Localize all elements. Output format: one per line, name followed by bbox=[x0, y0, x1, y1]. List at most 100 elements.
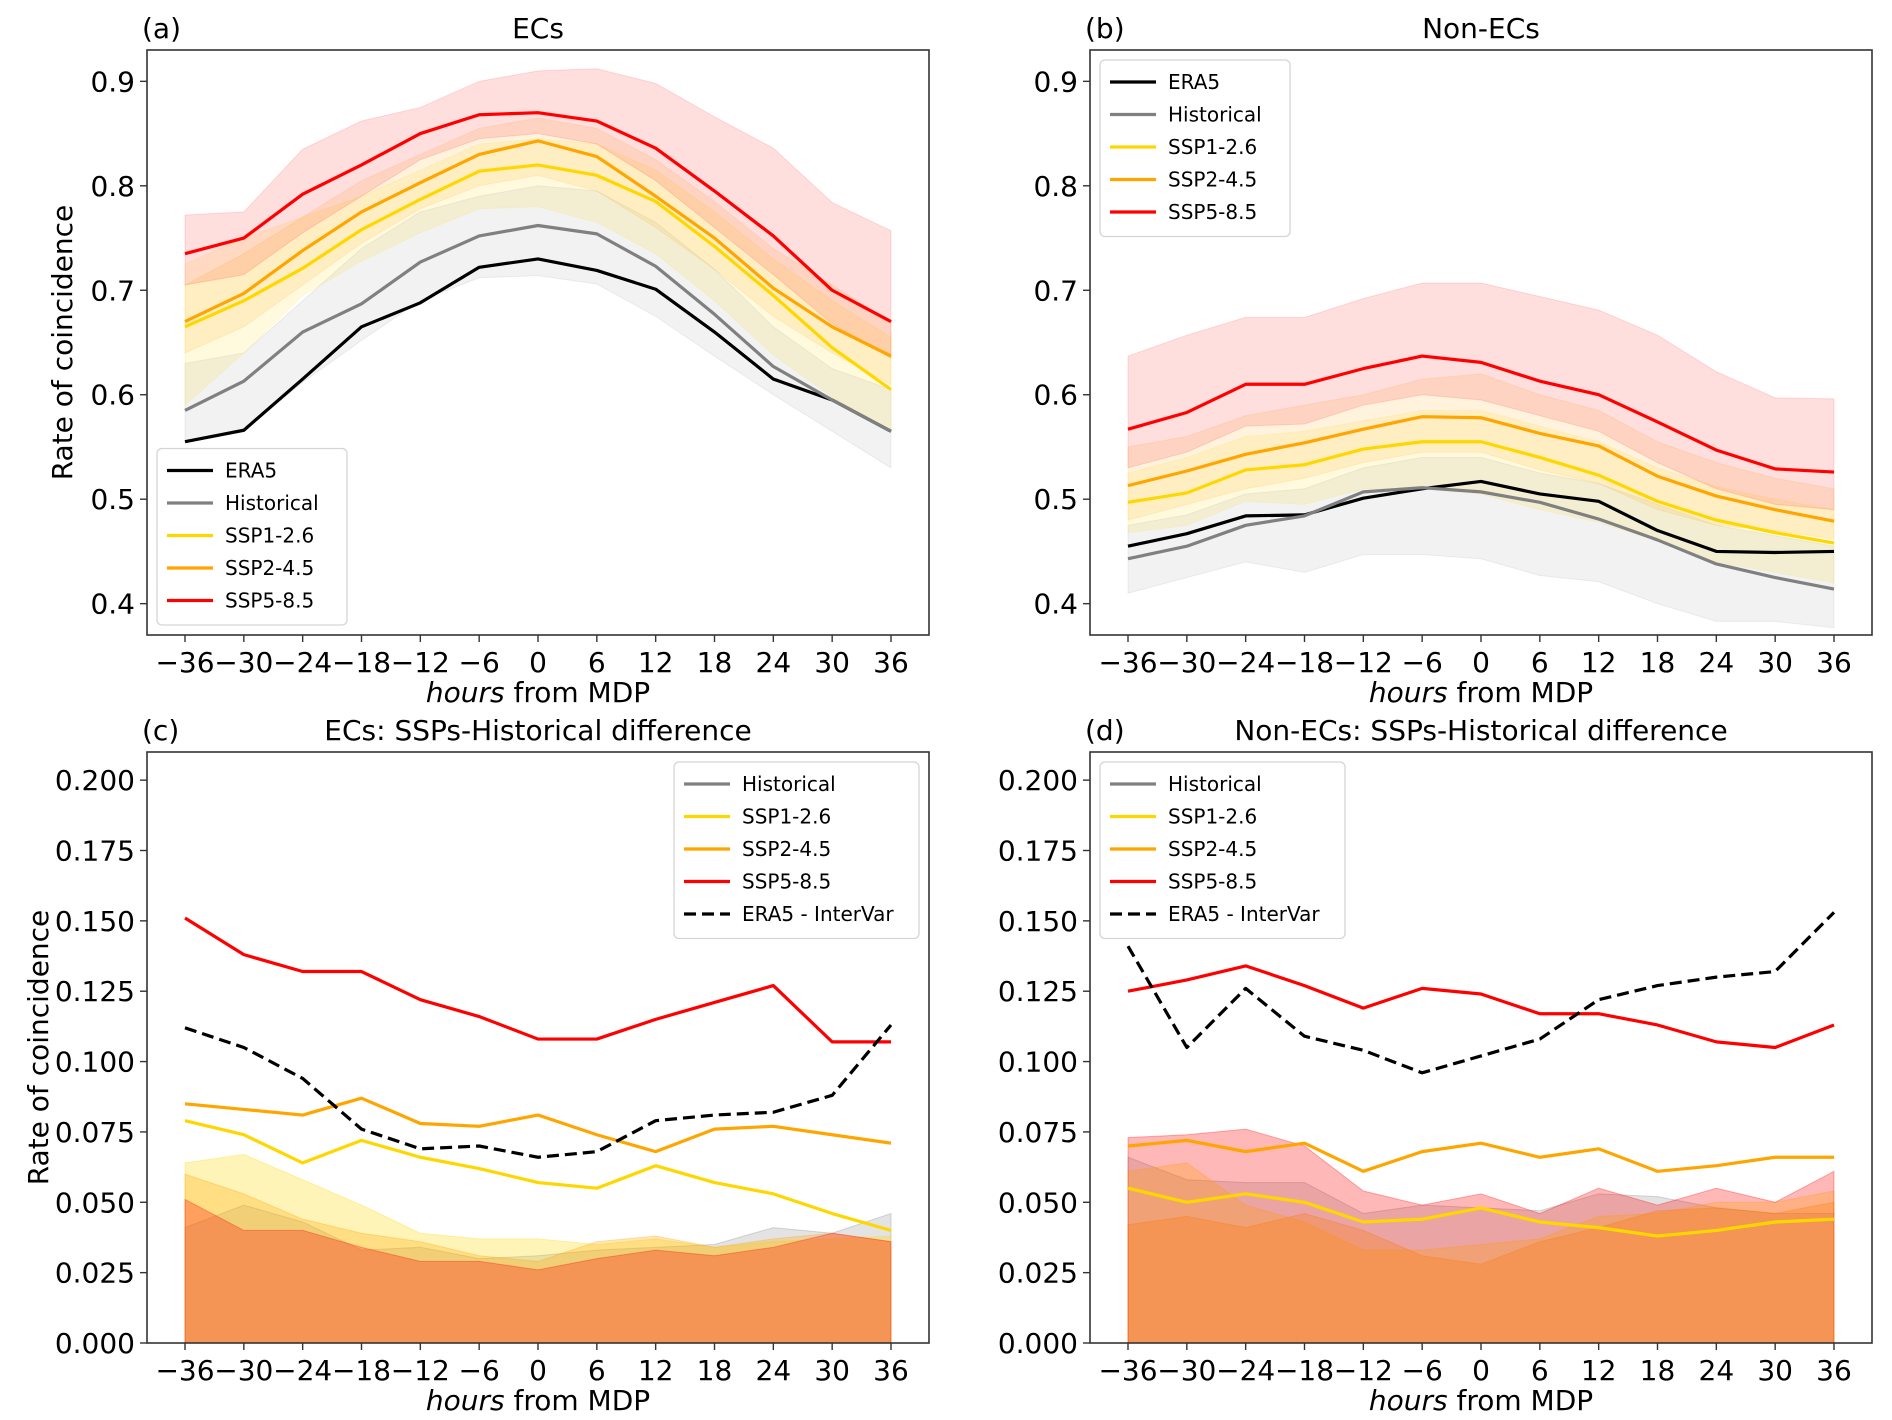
legend-label: SSP5-8.5 bbox=[742, 870, 831, 894]
y-tick-label: 0.6 bbox=[90, 379, 135, 412]
y-tick-label: 0.8 bbox=[1033, 170, 1078, 203]
x-tick-label: 12 bbox=[638, 646, 674, 679]
y-tick-label: 0.000 bbox=[55, 1327, 135, 1360]
y-tick-label: 0.075 bbox=[998, 1116, 1078, 1149]
line-historical bbox=[184, 223, 892, 433]
y-tick-label: 0.4 bbox=[1033, 588, 1078, 621]
band-historical bbox=[184, 185, 892, 469]
x-tick-label: −24 bbox=[1216, 646, 1275, 679]
y-tick-label: 0.6 bbox=[1033, 379, 1078, 412]
panel-label: (d) bbox=[1085, 714, 1125, 747]
panel-c: −36 −30 −24 −18 −12 −6 0 6 12 18 24 30 36 0.000 0.025 0… bbox=[22, 714, 930, 1417]
line-ssp1-2-6 bbox=[1127, 1186, 1835, 1238]
x-axis-label-rest: from MDP bbox=[1448, 676, 1594, 709]
band-ssp2-4-5 bbox=[184, 117, 892, 386]
legend-label: Historical bbox=[742, 772, 836, 796]
legend-label: ERA5 - InterVar bbox=[742, 902, 894, 926]
x-tick-label: 18 bbox=[697, 646, 733, 679]
legend-label: Historical bbox=[1168, 103, 1262, 127]
legend-label: SSP2-4.5 bbox=[1168, 168, 1257, 192]
legend-box bbox=[1099, 761, 1346, 940]
legend: Historical SSP1-2.6 SSP2-4.5 SSP5-8.5 ERA5 -… bbox=[673, 761, 920, 940]
x-tick-label: 6 bbox=[1531, 646, 1549, 679]
y-axis-label: Rate of coincidence bbox=[22, 910, 55, 1186]
x-tick-label: −6 bbox=[459, 646, 500, 679]
x-tick-label: 12 bbox=[1581, 1354, 1617, 1387]
legend-label: SSP5-8.5 bbox=[225, 589, 314, 613]
panel-label: (c) bbox=[142, 714, 179, 747]
panel-d: −36 −30 −24 −18 −12 −6 0 6 12 18 24 30 36 0.000 0.025 0… bbox=[998, 714, 1873, 1417]
x-tick-label: 0 bbox=[1472, 1354, 1490, 1387]
x-axis-label-italic: hours bbox=[1369, 1384, 1448, 1417]
band-ssp2-4-5 bbox=[1127, 373, 1835, 540]
x-tick-label: −36 bbox=[1098, 1354, 1157, 1387]
legend-label: ERA5 bbox=[225, 459, 277, 483]
y-tick-label: 0.9 bbox=[1033, 65, 1078, 98]
legend-label: SSP5-8.5 bbox=[1168, 200, 1257, 224]
y-tick-label: 0.175 bbox=[998, 835, 1078, 868]
x-tick-label: −24 bbox=[273, 1354, 332, 1387]
legend-label: SSP5-8.5 bbox=[1168, 870, 1257, 894]
area-ssp2-4-5 bbox=[184, 1173, 892, 1343]
x-tick-label: 0 bbox=[529, 1354, 547, 1387]
x-tick-label: −30 bbox=[214, 646, 273, 679]
legend-label: Historical bbox=[225, 491, 319, 515]
x-tick-label: −30 bbox=[1157, 1354, 1216, 1387]
legend: Historical SSP1-2.6 SSP2-4.5 SSP5-8.5 ERA5 -… bbox=[1099, 761, 1346, 940]
x-axis-label-rest: from MDP bbox=[505, 1384, 651, 1417]
x-tick-label: 36 bbox=[873, 1354, 909, 1387]
legend-box bbox=[156, 447, 348, 626]
legend-label: SSP2-4.5 bbox=[1168, 837, 1257, 861]
x-tick-label: 24 bbox=[756, 1354, 792, 1387]
x-tick-label: 36 bbox=[1816, 646, 1852, 679]
x-axis-label-rest: from MDP bbox=[505, 676, 651, 709]
x-tick-label: 24 bbox=[756, 646, 792, 679]
y-tick-label: 0.150 bbox=[998, 905, 1078, 938]
panel-b: −36 −30 −24 −18 −12 −6 0 6 12 18 24 30 36 0.4 0.5 0.6 0.… bbox=[1033, 12, 1873, 709]
x-tick-label: 36 bbox=[1816, 1354, 1852, 1387]
x-tick-label: −18 bbox=[332, 646, 391, 679]
y-tick-label: 0.125 bbox=[998, 975, 1078, 1008]
x-tick-label: −24 bbox=[1216, 1354, 1275, 1387]
y-tick-label: 0.200 bbox=[998, 764, 1078, 797]
plot-area bbox=[1127, 282, 1835, 629]
y-tick-label: 0.5 bbox=[90, 483, 135, 516]
plot-area bbox=[184, 68, 892, 469]
x-tick-label: −12 bbox=[1334, 1354, 1393, 1387]
x-tick-label: 6 bbox=[588, 646, 606, 679]
x-tick-label: 12 bbox=[1581, 646, 1617, 679]
x-tick-label: 30 bbox=[1757, 1354, 1793, 1387]
line-ssp5-8-5 bbox=[1127, 354, 1835, 474]
line-era5 bbox=[1127, 479, 1835, 555]
y-tick-label: 0.000 bbox=[998, 1327, 1078, 1360]
band-ssp5-8-5 bbox=[1127, 282, 1835, 511]
x-tick-label: −18 bbox=[332, 1354, 391, 1387]
x-tick-label: −36 bbox=[155, 646, 214, 679]
legend: ERA5 Historical SSP1-2.6 SSP2-4.5 SSP5-8.5 bbox=[1099, 59, 1291, 238]
area-ssp1-2-6 bbox=[184, 1153, 892, 1343]
x-axis-label: hours from MDP bbox=[426, 1384, 650, 1417]
legend-label: SSP2-4.5 bbox=[742, 837, 831, 861]
y-tick-label: 0.025 bbox=[998, 1257, 1078, 1290]
y-tick-label: 0.175 bbox=[55, 835, 135, 868]
x-tick-label: −12 bbox=[391, 646, 450, 679]
x-tick-label: −18 bbox=[1275, 646, 1334, 679]
x-tick-label: 30 bbox=[814, 1354, 850, 1387]
area-ssp1-2-6 bbox=[1127, 1162, 1835, 1343]
x-tick-label: −24 bbox=[273, 646, 332, 679]
area-ssp5-8-5 bbox=[184, 1198, 892, 1343]
x-axis-label-italic: hours bbox=[426, 1384, 505, 1417]
y-tick-label: 0.075 bbox=[55, 1116, 135, 1149]
band-ssp5-8-5 bbox=[184, 68, 892, 360]
legend-label: ERA5 bbox=[1168, 70, 1220, 94]
line-era5-intervar bbox=[184, 1023, 893, 1159]
x-tick-label: 18 bbox=[1640, 1354, 1676, 1387]
x-tick-label: 6 bbox=[588, 1354, 606, 1387]
chart-title: ECs: SSPs-Historical difference bbox=[324, 714, 751, 747]
band-historical bbox=[1127, 456, 1835, 629]
x-tick-label: 36 bbox=[873, 646, 909, 679]
x-tick-label: 6 bbox=[1531, 1354, 1549, 1387]
panel-label: (a) bbox=[142, 12, 181, 45]
plot-area bbox=[184, 916, 893, 1343]
